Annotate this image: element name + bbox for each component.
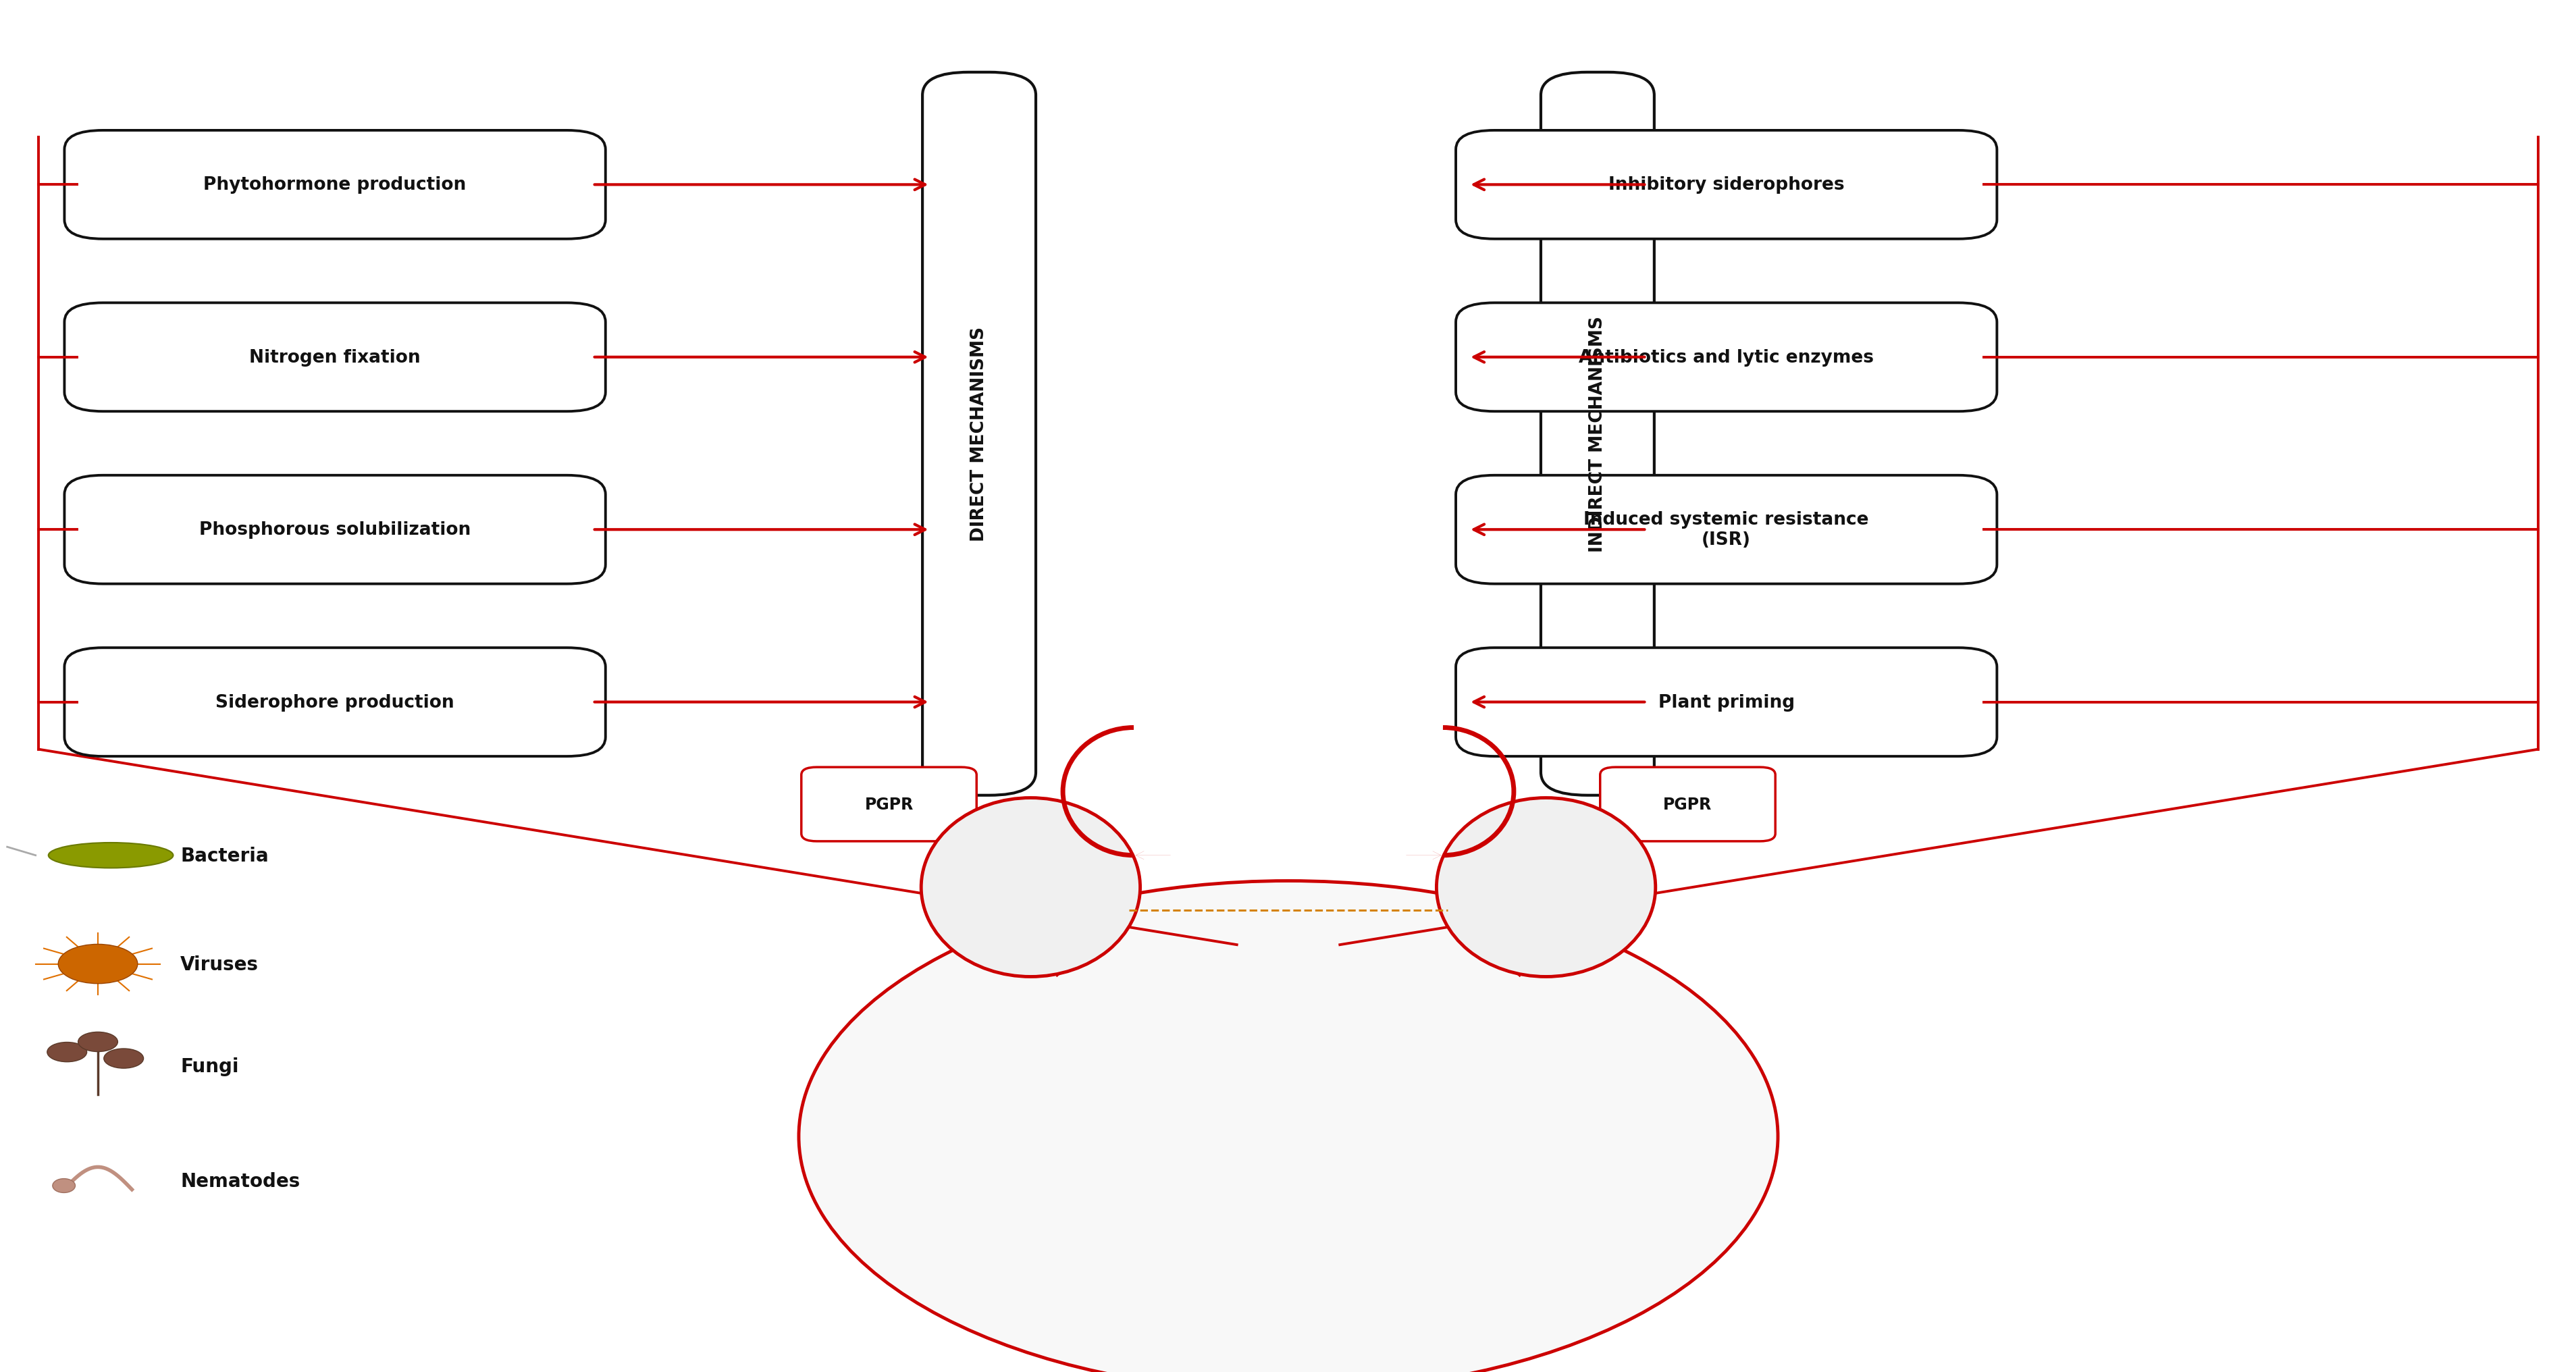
Text: Nematodes: Nematodes [180,1172,299,1191]
Text: Nitrogen fixation: Nitrogen fixation [250,348,420,366]
Text: Induced systemic resistance
(ISR): Induced systemic resistance (ISR) [1584,510,1868,549]
Ellipse shape [799,881,1777,1372]
FancyBboxPatch shape [922,73,1036,796]
FancyBboxPatch shape [64,130,605,240]
FancyBboxPatch shape [64,303,605,412]
Circle shape [46,1043,88,1062]
Text: DIRECT MECHANISMS: DIRECT MECHANISMS [971,327,987,542]
Text: Phytohormone production: Phytohormone production [204,177,466,193]
Text: INDIRECT MECHANISMS: INDIRECT MECHANISMS [1589,316,1605,552]
FancyBboxPatch shape [1600,767,1775,841]
Ellipse shape [52,1179,75,1192]
FancyBboxPatch shape [1455,648,1996,756]
Circle shape [77,1032,118,1052]
Text: PGPR: PGPR [1664,796,1710,812]
Ellipse shape [49,842,173,868]
FancyBboxPatch shape [64,476,605,584]
Text: Inhibitory siderophores: Inhibitory siderophores [1607,177,1844,193]
Text: Phosphorous solubilization: Phosphorous solubilization [198,521,471,539]
FancyBboxPatch shape [1455,476,1996,584]
Ellipse shape [922,799,1139,977]
Text: Bacteria: Bacteria [180,847,268,864]
Text: Viruses: Viruses [180,955,258,974]
Text: Fungi: Fungi [180,1056,240,1076]
Circle shape [59,944,137,984]
FancyBboxPatch shape [64,648,605,756]
Text: Plant priming: Plant priming [1659,693,1793,711]
FancyBboxPatch shape [1455,130,1996,240]
Ellipse shape [1435,799,1654,977]
FancyBboxPatch shape [1540,73,1654,796]
Circle shape [103,1048,144,1069]
Text: Antibiotics and lytic enzymes: Antibiotics and lytic enzymes [1579,348,1873,366]
FancyBboxPatch shape [801,767,976,841]
FancyBboxPatch shape [1455,303,1996,412]
Text: PGPR: PGPR [866,796,912,812]
Text: Siderophore production: Siderophore production [216,693,453,711]
